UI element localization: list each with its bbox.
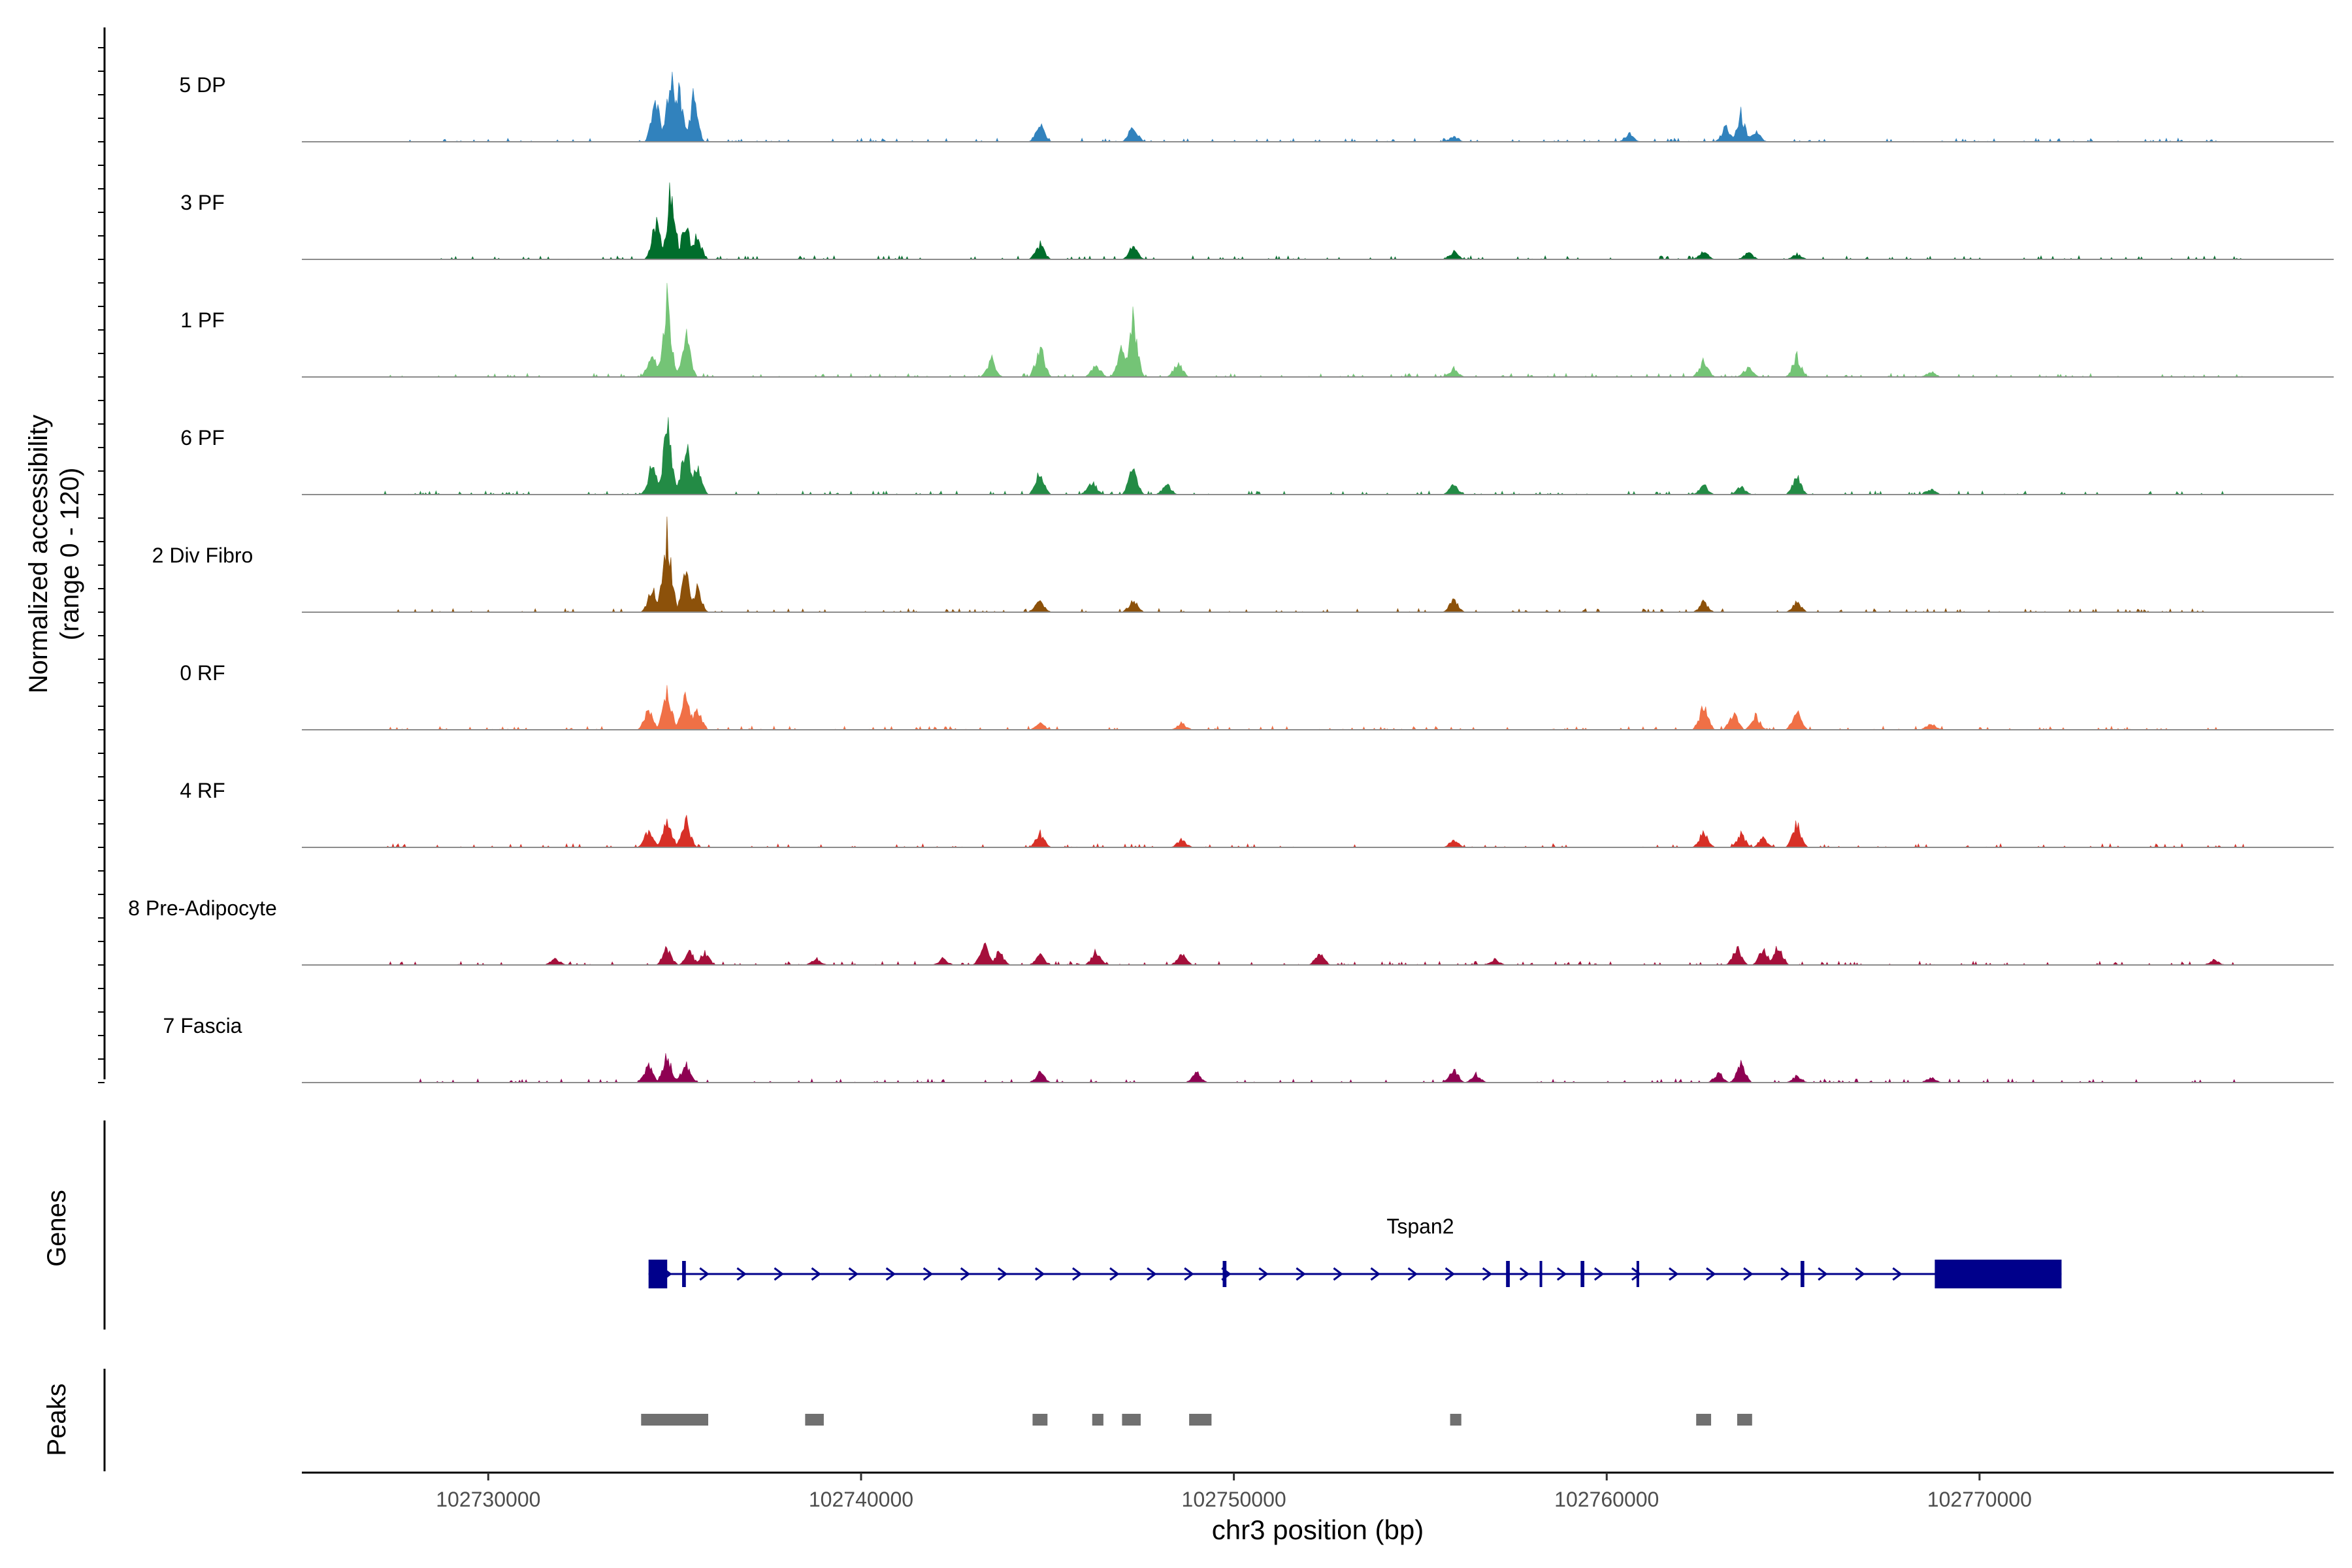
genes-label: Genes bbox=[42, 1190, 71, 1267]
strand-arrow bbox=[1184, 1267, 1194, 1281]
strand-arrow bbox=[1296, 1267, 1306, 1281]
peak-regions bbox=[641, 1414, 1752, 1426]
strand-arrow bbox=[1034, 1267, 1045, 1281]
strand-arrow bbox=[1147, 1267, 1157, 1281]
peak-region bbox=[805, 1414, 824, 1426]
track-3: 6 PF bbox=[180, 417, 2334, 495]
x-tick-label: 102740000 bbox=[809, 1488, 913, 1511]
strand-arrow bbox=[1556, 1267, 1567, 1281]
track-0: 5 DP bbox=[179, 71, 2334, 142]
strand-arrow bbox=[1669, 1267, 1679, 1281]
strand-arrow bbox=[1892, 1267, 1903, 1281]
track-6: 4 RF bbox=[180, 779, 2334, 848]
strand-arrow bbox=[1818, 1267, 1828, 1281]
strand-arrow bbox=[960, 1267, 971, 1281]
gene-exon bbox=[1800, 1261, 1805, 1287]
track-8: 7 Fascia bbox=[163, 1014, 2334, 1083]
strand-arrow bbox=[885, 1267, 896, 1281]
coverage-axis bbox=[98, 27, 106, 1083]
track-label: 1 PF bbox=[180, 308, 225, 332]
strand-arrow bbox=[848, 1267, 859, 1281]
strand-arrow bbox=[1593, 1267, 1605, 1281]
track-2: 1 PF bbox=[180, 283, 2334, 378]
track-7: 8 Pre-Adipocyte bbox=[128, 896, 2334, 966]
x-axis-title: chr3 position (bp) bbox=[1212, 1514, 1424, 1545]
strand-arrow bbox=[811, 1267, 821, 1281]
strand-arrow bbox=[1706, 1267, 1716, 1281]
track-label: 4 RF bbox=[180, 779, 225, 802]
peak-region bbox=[1032, 1414, 1048, 1426]
gene-exon bbox=[1935, 1260, 2062, 1288]
strand-arrow bbox=[1258, 1267, 1269, 1281]
strand-arrow bbox=[1743, 1267, 1754, 1281]
gene-exon bbox=[682, 1261, 686, 1287]
strand-arrow bbox=[1333, 1267, 1343, 1281]
gene-track bbox=[648, 1260, 2062, 1288]
peaks-label: Peaks bbox=[42, 1383, 71, 1456]
coverage-area bbox=[384, 283, 2244, 378]
strand-arrow bbox=[1482, 1267, 1493, 1281]
strand-arrow bbox=[1109, 1267, 1120, 1281]
strand-arrow bbox=[1407, 1267, 1418, 1281]
strand-arrow bbox=[1370, 1267, 1380, 1281]
coverage-area bbox=[384, 685, 2244, 730]
gene-name-label: Tspan2 bbox=[1386, 1215, 1454, 1238]
strand-arrow bbox=[774, 1267, 784, 1281]
coverage-area bbox=[384, 182, 2244, 260]
gene-exon bbox=[1506, 1261, 1510, 1287]
gene-exon bbox=[1580, 1261, 1585, 1287]
ylabel-line1: Normalized accessibility bbox=[24, 415, 53, 694]
peak-region bbox=[641, 1414, 708, 1426]
peak-region bbox=[1092, 1414, 1103, 1426]
track-4: 2 Div Fibro bbox=[152, 516, 2334, 613]
x-tick-label: 102760000 bbox=[1554, 1488, 1659, 1511]
x-axis-ticks: 102730000 102740000 102750000 102760000 1027… bbox=[436, 1473, 2032, 1511]
track-label: 0 RF bbox=[180, 661, 225, 685]
strand-arrow bbox=[1072, 1267, 1083, 1281]
track-label: 2 Div Fibro bbox=[152, 544, 253, 567]
gene-exon bbox=[1222, 1261, 1227, 1287]
peak-region bbox=[1189, 1414, 1212, 1426]
x-tick-label: 102730000 bbox=[436, 1488, 540, 1511]
coverage-area bbox=[384, 71, 2245, 142]
strand-arrow bbox=[1519, 1267, 1530, 1281]
x-tick-label: 102770000 bbox=[1927, 1488, 2032, 1511]
coverage-area bbox=[384, 815, 2245, 848]
x-tick-label: 102750000 bbox=[1182, 1488, 1286, 1511]
strand-arrow bbox=[1780, 1267, 1791, 1281]
coverage-area bbox=[384, 516, 2244, 613]
strand-arrow bbox=[1445, 1267, 1456, 1281]
strand-arrow bbox=[1855, 1267, 1865, 1281]
peak-region bbox=[1122, 1414, 1141, 1426]
track-label: 3 PF bbox=[180, 191, 225, 214]
strand-arrow bbox=[997, 1267, 1008, 1281]
ylabel-line2: (range 0 - 120) bbox=[56, 468, 84, 641]
coverage-area bbox=[384, 942, 2244, 966]
coverage-area bbox=[384, 1053, 2244, 1083]
peak-region bbox=[1737, 1414, 1752, 1426]
gene-exon bbox=[1539, 1261, 1543, 1287]
track-label: 8 Pre-Adipocyte bbox=[128, 896, 277, 920]
strand-arrow bbox=[699, 1267, 710, 1281]
peak-region bbox=[1450, 1414, 1462, 1426]
track-label: 6 PF bbox=[180, 426, 225, 449]
peak-region bbox=[1696, 1414, 1712, 1426]
strand-arrow bbox=[736, 1267, 747, 1281]
track-label: 7 Fascia bbox=[163, 1014, 242, 1037]
track-1: 3 PF bbox=[180, 182, 2334, 260]
track-label: 5 DP bbox=[179, 73, 225, 97]
strand-arrow bbox=[1631, 1267, 1642, 1281]
coverage-area bbox=[384, 417, 2244, 495]
gene-exon bbox=[1636, 1261, 1639, 1287]
strand-arrow bbox=[923, 1267, 934, 1281]
coverage-tracks: 5 DP 3 PF 1 PF 6 PF 2 Div Fibro 0 RF 4 RF 8 Pre… bbox=[128, 71, 2334, 1083]
track-5: 0 RF bbox=[180, 661, 2334, 730]
gene-exon bbox=[648, 1260, 668, 1288]
